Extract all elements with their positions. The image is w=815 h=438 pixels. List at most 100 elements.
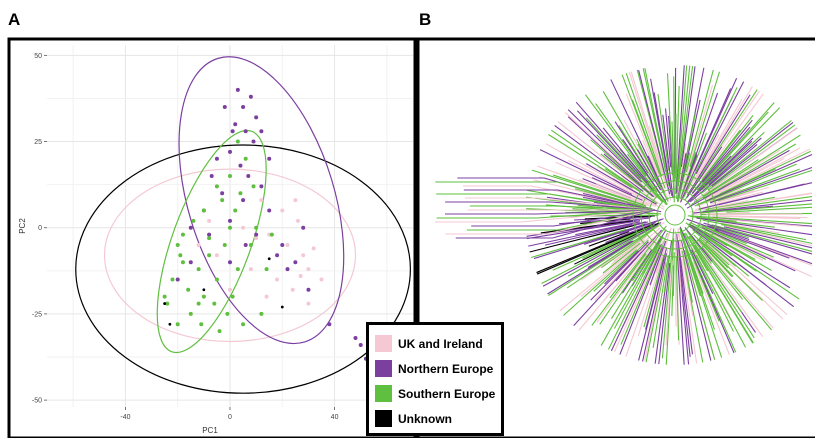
tree-branch — [565, 112, 658, 199]
tree-branch — [533, 179, 628, 204]
tree-branch — [700, 203, 813, 214]
point-northern-europe — [238, 163, 243, 168]
point-northern-europe — [243, 242, 248, 247]
tree-branch — [699, 237, 730, 266]
tree-branch — [686, 94, 751, 196]
point-uk-and-ireland — [290, 287, 295, 292]
point-northern-europe — [220, 191, 225, 196]
tree-branch — [680, 88, 732, 203]
tree-branch — [709, 168, 800, 203]
tree-branch — [435, 181, 656, 211]
point-southern-europe — [233, 208, 238, 213]
tree-branch — [645, 262, 667, 363]
tree-branch — [657, 94, 670, 171]
tree-branch — [576, 110, 642, 179]
tree-branch — [542, 222, 662, 287]
tree-branch — [689, 221, 767, 260]
y-tick-label: -50 — [32, 398, 42, 405]
tree-branch — [655, 230, 671, 274]
tree-branch — [642, 236, 664, 276]
point-unknown — [168, 322, 172, 326]
point-southern-europe — [222, 242, 227, 247]
tree-branch — [710, 190, 755, 205]
tree-branch — [455, 209, 656, 239]
point-uk-and-ireland — [280, 208, 285, 213]
tree-branch — [648, 125, 672, 201]
tree-branch — [533, 223, 647, 260]
tree-branch — [563, 249, 638, 316]
legend-item-uk-ireland: UK and Ireland — [375, 335, 483, 352]
tree-branch — [677, 247, 691, 358]
tree-branch — [567, 159, 665, 211]
tree-branch — [445, 209, 656, 235]
tree-branch — [679, 227, 735, 354]
point-southern-europe — [238, 191, 243, 196]
tree-branch — [694, 168, 776, 207]
point-northern-europe — [228, 149, 232, 154]
tree-branch — [604, 168, 658, 204]
point-uk-and-ireland — [264, 294, 269, 299]
tree-branch — [689, 200, 749, 213]
tree-branch — [708, 137, 762, 186]
tree-branch — [685, 69, 714, 173]
tree-branch — [701, 227, 796, 272]
x-tick-label: -40 — [120, 414, 130, 421]
tree-branch — [626, 153, 658, 193]
legend-label-unknown: Unknown — [398, 411, 452, 426]
point-northern-europe — [235, 87, 240, 92]
tree-branch — [445, 201, 656, 211]
point-northern-europe — [267, 208, 272, 213]
tree-branch — [594, 230, 661, 301]
tree-branch — [680, 240, 712, 361]
point-northern-europe — [248, 94, 253, 99]
tree-branch — [471, 209, 656, 227]
tree-branch — [711, 192, 813, 210]
tree-branch — [674, 236, 677, 327]
tree-branch — [676, 65, 688, 187]
y-axis-label: PC2 — [18, 218, 27, 234]
tree-branch — [600, 153, 654, 198]
tree-branch — [684, 89, 758, 200]
tree-branch — [675, 65, 685, 194]
tree-branch — [536, 223, 654, 275]
tree-branch — [585, 117, 663, 202]
tree-branch — [702, 159, 759, 197]
tree-branch — [677, 65, 694, 187]
legend: UK and Ireland Northern Europe Southern … — [366, 322, 504, 436]
tree-branch — [701, 225, 747, 245]
ellipse-northern-europe — [178, 56, 345, 345]
point-southern-europe — [251, 184, 256, 189]
tree-branch — [694, 127, 798, 202]
tree-branch — [709, 166, 813, 204]
point-uk-and-ireland — [295, 218, 300, 223]
legend-swatch-northern-europe — [375, 360, 392, 377]
tree-branch — [673, 76, 676, 182]
point-northern-europe — [175, 277, 180, 282]
tree-node-arc — [632, 172, 718, 258]
tree-branch — [702, 196, 813, 212]
tree-node-arc — [664, 204, 686, 226]
tree-branch — [613, 236, 647, 262]
point-southern-europe — [259, 311, 264, 316]
tree-branch — [687, 155, 732, 202]
point-southern-europe — [214, 277, 219, 282]
tree-branch — [677, 230, 694, 317]
tree-branch — [436, 209, 656, 219]
point-unknown — [267, 257, 271, 261]
point-uk-and-ireland — [319, 277, 324, 282]
tree-branch — [553, 174, 645, 206]
point-southern-europe — [196, 267, 201, 272]
tree-branch — [661, 228, 675, 359]
point-southern-europe — [207, 253, 212, 258]
panel-a-frame — [7, 37, 417, 438]
tree-branch — [705, 244, 763, 301]
x-axis-label: PC1 — [202, 426, 218, 435]
tree-branch — [652, 255, 669, 348]
tree-branch — [536, 231, 634, 274]
point-southern-europe — [180, 232, 185, 237]
tree-branch — [548, 224, 660, 296]
point-southern-europe — [178, 253, 183, 258]
tree-branch — [602, 127, 650, 184]
point-southern-europe — [230, 294, 235, 299]
point-southern-europe — [201, 208, 206, 213]
